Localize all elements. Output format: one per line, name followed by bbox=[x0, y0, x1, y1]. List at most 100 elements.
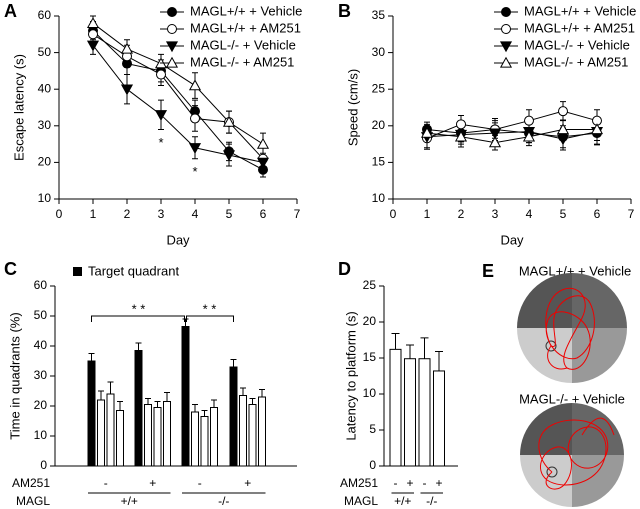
significance-label: * * bbox=[132, 301, 146, 316]
panel-label: C bbox=[4, 259, 17, 279]
panel-label: D bbox=[338, 259, 351, 279]
y-tick-label: 10 bbox=[34, 428, 48, 442]
marker bbox=[222, 150, 236, 162]
bar bbox=[191, 411, 199, 467]
error-bar bbox=[117, 401, 123, 411]
y-tick-label: 15 bbox=[363, 350, 377, 364]
marker bbox=[488, 136, 502, 148]
panel-label: E bbox=[482, 261, 494, 281]
y-tick-label: 30 bbox=[372, 45, 386, 59]
y-axis-label: Escape latency (s) bbox=[11, 54, 26, 161]
track-title: MAGL-/- + Vehicle bbox=[519, 391, 625, 406]
condition-label: +/+ bbox=[394, 494, 411, 508]
error-bar bbox=[230, 359, 237, 367]
series-line bbox=[426, 131, 598, 140]
y-tick-label: 60 bbox=[34, 278, 48, 292]
bar bbox=[200, 416, 209, 467]
condition-label: - bbox=[394, 476, 398, 490]
y-tick-label: 10 bbox=[38, 191, 52, 205]
marker bbox=[167, 24, 177, 34]
x-tick-label: 7 bbox=[294, 207, 301, 221]
row-label: AM251 bbox=[12, 476, 50, 490]
significance-bracket bbox=[186, 315, 234, 322]
marker bbox=[190, 113, 200, 124]
x-tick-label: 0 bbox=[390, 207, 397, 221]
marker bbox=[454, 130, 468, 142]
chart-panel: B 10 15 20 25 30 35 Speed (cm/s) 0 1 2 3 4 5 6 7 Day MAGL… bbox=[338, 1, 636, 248]
x-tick-label: 2 bbox=[458, 207, 465, 221]
x-tick-label: 4 bbox=[526, 207, 533, 221]
chart-panel: C 0 10 20 30 40 50 60 Time in quadrants (%) Targe… bbox=[4, 259, 297, 508]
marker bbox=[165, 56, 179, 68]
error-bar bbox=[249, 398, 256, 405]
marker bbox=[456, 119, 466, 130]
y-axis-label: Time in quadrants (%) bbox=[7, 312, 22, 439]
x-tick-label: 1 bbox=[424, 207, 431, 221]
error-bar bbox=[211, 399, 217, 408]
significance-label: * * bbox=[203, 301, 217, 316]
marker bbox=[556, 134, 570, 146]
y-tick-label: 5 bbox=[369, 422, 376, 436]
bar bbox=[389, 348, 402, 467]
row-label: MAGL bbox=[16, 494, 50, 508]
bar bbox=[153, 407, 162, 467]
bar bbox=[258, 396, 266, 467]
y-tick-label: 20 bbox=[38, 155, 52, 169]
series-line bbox=[426, 110, 598, 139]
x-tick-label: 4 bbox=[192, 207, 199, 221]
marker bbox=[501, 7, 511, 17]
y-tick-label: 30 bbox=[34, 368, 48, 382]
row-label: AM251 bbox=[340, 476, 378, 490]
quadrant bbox=[572, 403, 624, 455]
bar bbox=[144, 404, 152, 467]
panel-label: A bbox=[4, 1, 17, 21]
x-axis-label: Day bbox=[500, 232, 524, 247]
quadrant bbox=[572, 455, 624, 507]
marker bbox=[188, 79, 202, 91]
platform bbox=[545, 340, 557, 352]
error-bar bbox=[420, 337, 429, 359]
marker bbox=[499, 41, 513, 53]
condition-label: - bbox=[423, 476, 427, 490]
x-tick-label: 5 bbox=[226, 207, 233, 221]
x-tick-label: 7 bbox=[628, 207, 635, 221]
swim-path bbox=[545, 287, 595, 370]
bar bbox=[87, 360, 96, 467]
pool bbox=[517, 273, 627, 383]
bar bbox=[229, 366, 238, 467]
marker bbox=[488, 128, 502, 140]
y-axis-label: Latency to platform (s) bbox=[343, 311, 358, 440]
x-tick-label: 6 bbox=[260, 207, 267, 221]
y-tick-label: 0 bbox=[369, 458, 376, 472]
bar bbox=[106, 393, 115, 467]
marker bbox=[524, 115, 534, 126]
legend-swatch bbox=[73, 267, 82, 276]
chart-panel: D 0 5 10 15 20 25 Latency to platform (s) AM251 M… bbox=[338, 259, 458, 508]
marker bbox=[590, 123, 604, 135]
x-tick-label: 0 bbox=[56, 207, 63, 221]
error-bar bbox=[154, 401, 161, 408]
bar bbox=[181, 326, 190, 467]
y-tick-label: 30 bbox=[38, 118, 52, 132]
annotation: * bbox=[158, 135, 163, 150]
marker bbox=[188, 143, 202, 154]
y-tick-label: 50 bbox=[38, 45, 52, 59]
chart-panel: A 10 20 30 40 50 60 Escape latency (s) 0 1 2 3 4 5 6 7 D… bbox=[4, 1, 302, 248]
marker bbox=[156, 69, 166, 80]
legend-label: MAGL-/- + AM251 bbox=[524, 54, 628, 69]
error-bar bbox=[259, 389, 265, 397]
y-tick-label: 10 bbox=[372, 191, 386, 205]
marker bbox=[256, 137, 270, 149]
swim-path bbox=[538, 417, 615, 490]
error-bar bbox=[240, 387, 246, 396]
condition-label: -/- bbox=[426, 494, 437, 508]
quadrant bbox=[517, 328, 572, 383]
bar bbox=[404, 358, 416, 467]
x-tick-label: 5 bbox=[560, 207, 567, 221]
condition-label: + bbox=[435, 476, 442, 490]
marker bbox=[88, 29, 98, 40]
y-tick-label: 0 bbox=[40, 458, 47, 472]
condition-label: +/+ bbox=[121, 494, 138, 508]
series-line bbox=[92, 44, 264, 163]
